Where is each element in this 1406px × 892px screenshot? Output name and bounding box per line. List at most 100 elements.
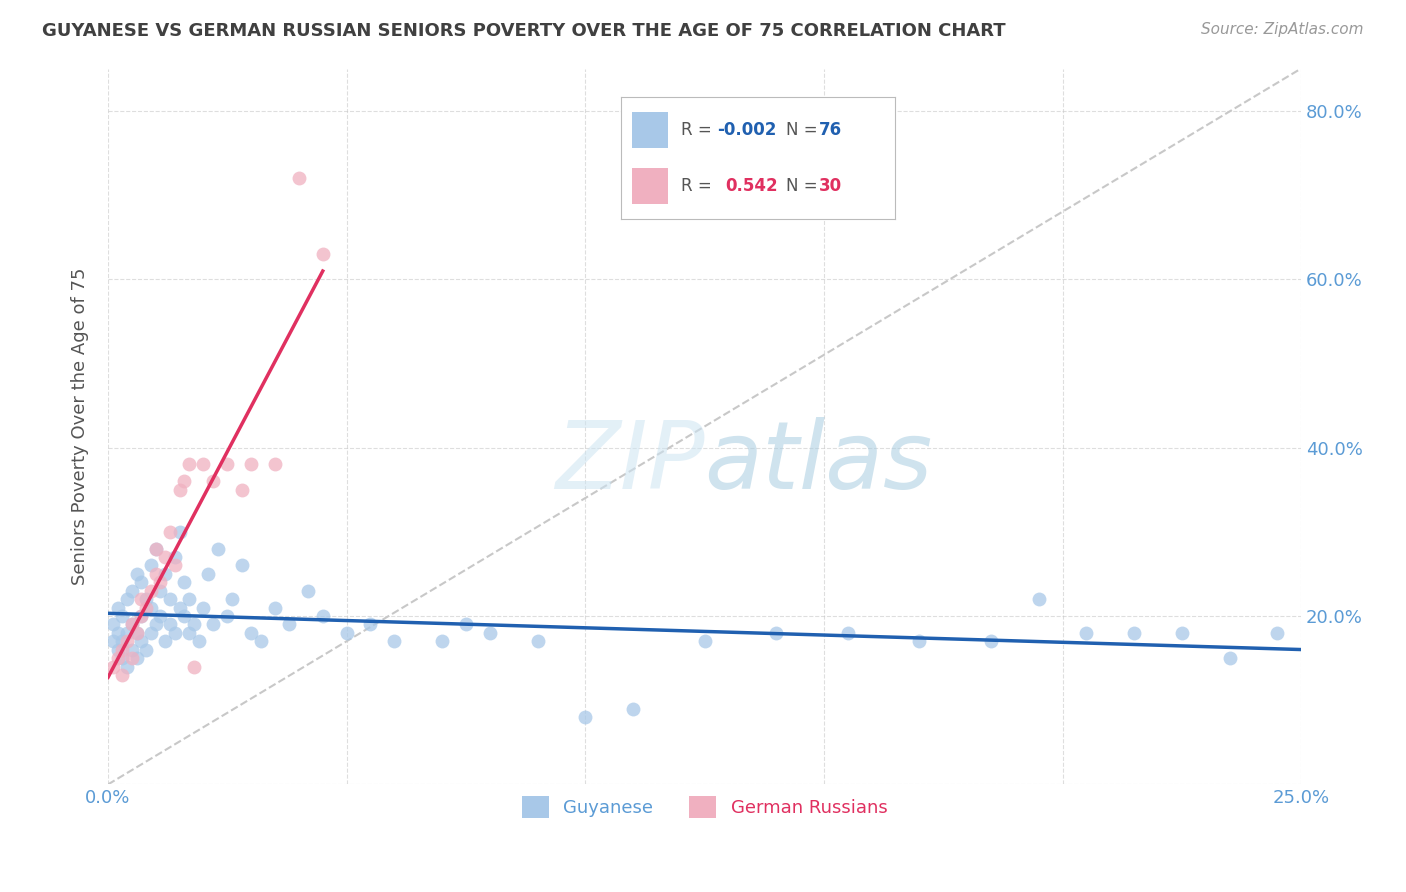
Point: [107, 600, 129, 615]
Point: [312, 609, 335, 624]
Point: [107, 651, 129, 665]
Point: [107, 625, 129, 640]
Point: [135, 600, 157, 615]
Point: [297, 583, 319, 598]
Point: [101, 634, 124, 648]
Point: [115, 634, 138, 648]
Point: [169, 483, 191, 497]
Point: [360, 617, 382, 632]
Point: [169, 524, 191, 539]
Point: [288, 171, 311, 186]
Point: [111, 642, 134, 657]
Point: [240, 625, 263, 640]
Point: [155, 634, 177, 648]
Point: [159, 524, 181, 539]
Point: [145, 541, 167, 556]
Point: [135, 592, 157, 607]
Legend: Guyanese, German Russians: Guyanese, German Russians: [515, 789, 894, 825]
Point: [163, 549, 186, 564]
Point: [908, 634, 931, 648]
Point: [139, 558, 162, 573]
Point: [837, 625, 859, 640]
Point: [115, 659, 138, 673]
Point: [173, 474, 195, 488]
Point: [163, 625, 186, 640]
Point: [193, 458, 215, 472]
Point: [139, 625, 162, 640]
Point: [1171, 625, 1194, 640]
Point: [101, 659, 124, 673]
Point: [131, 609, 153, 624]
Point: [131, 575, 153, 590]
Point: [131, 634, 153, 648]
Point: [1265, 625, 1288, 640]
Point: [430, 634, 453, 648]
Point: [765, 625, 787, 640]
Text: Source: ZipAtlas.com: Source: ZipAtlas.com: [1201, 22, 1364, 37]
Point: [115, 625, 138, 640]
Point: [179, 458, 201, 472]
Point: [207, 541, 229, 556]
Point: [201, 474, 224, 488]
Point: [1219, 651, 1241, 665]
Point: [382, 634, 405, 648]
Point: [149, 583, 172, 598]
Point: [121, 583, 143, 598]
Point: [693, 634, 716, 648]
Point: [264, 458, 287, 472]
Point: [454, 617, 477, 632]
Point: [197, 566, 219, 581]
Point: [121, 642, 143, 657]
Text: ZIP: ZIP: [555, 417, 704, 508]
Point: [135, 642, 157, 657]
Point: [231, 483, 253, 497]
Point: [145, 566, 167, 581]
Point: [159, 617, 181, 632]
Point: [111, 609, 134, 624]
Point: [149, 609, 172, 624]
Point: [1076, 625, 1098, 640]
Point: [278, 617, 301, 632]
Point: [145, 617, 167, 632]
Text: atlas: atlas: [704, 417, 932, 508]
Point: [169, 600, 191, 615]
Point: [179, 625, 201, 640]
Point: [125, 566, 148, 581]
Point: [621, 701, 644, 715]
Point: [121, 617, 143, 632]
Point: [115, 592, 138, 607]
Point: [111, 668, 134, 682]
Point: [312, 247, 335, 261]
Point: [159, 592, 181, 607]
Point: [155, 566, 177, 581]
Point: [1123, 625, 1146, 640]
Point: [221, 592, 243, 607]
Point: [107, 642, 129, 657]
Point: [101, 617, 124, 632]
Point: [217, 609, 239, 624]
Point: [145, 541, 167, 556]
Point: [111, 651, 134, 665]
Point: [179, 592, 201, 607]
Point: [125, 625, 148, 640]
Point: [980, 634, 1002, 648]
Point: [201, 617, 224, 632]
Point: [526, 634, 548, 648]
Point: [183, 659, 205, 673]
Point: [131, 609, 153, 624]
Point: [574, 710, 596, 724]
Point: [139, 583, 162, 598]
Point: [155, 549, 177, 564]
Point: [264, 600, 287, 615]
Point: [111, 634, 134, 648]
Point: [336, 625, 359, 640]
Point: [125, 651, 148, 665]
Point: [231, 558, 253, 573]
Point: [125, 625, 148, 640]
Point: [173, 609, 195, 624]
Y-axis label: Seniors Poverty Over the Age of 75: Seniors Poverty Over the Age of 75: [72, 268, 89, 585]
Point: [121, 651, 143, 665]
Point: [173, 575, 195, 590]
Text: GUYANESE VS GERMAN RUSSIAN SENIORS POVERTY OVER THE AGE OF 75 CORRELATION CHART: GUYANESE VS GERMAN RUSSIAN SENIORS POVER…: [42, 22, 1005, 40]
Point: [121, 617, 143, 632]
